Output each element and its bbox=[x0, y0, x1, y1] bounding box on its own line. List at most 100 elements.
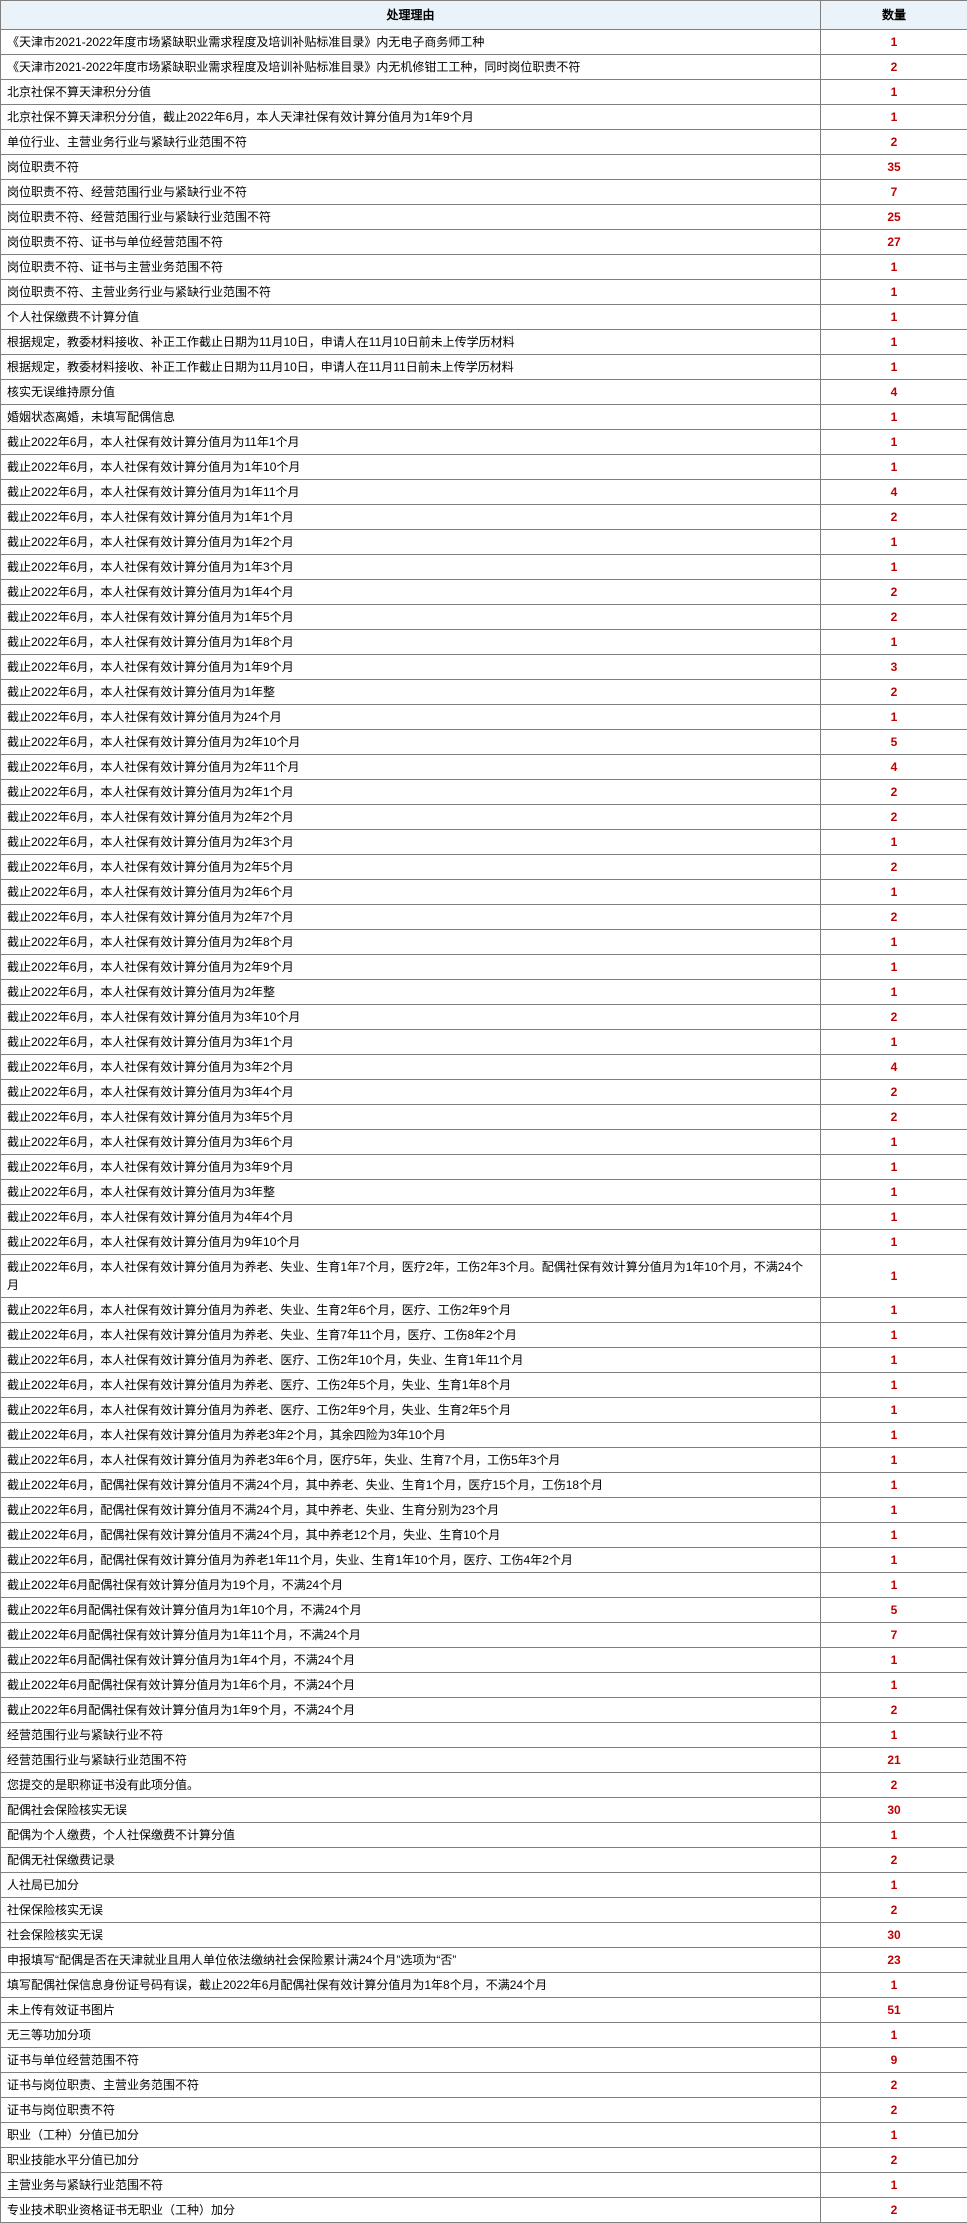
table-row: 职业（工种）分值已加分1 bbox=[1, 2123, 967, 2148]
table-row: 截止2022年6月，本人社保有效计算分值月为3年1个月1 bbox=[1, 1030, 967, 1055]
cell-count: 2 bbox=[821, 505, 967, 530]
cell-reason: 截止2022年6月，配偶社保有效计算分值月为养老1年11个月，失业、生育1年10… bbox=[1, 1548, 821, 1573]
cell-count: 2 bbox=[821, 1848, 967, 1873]
cell-count: 2 bbox=[821, 1005, 967, 1030]
processing-reason-table: 处理理由 数量 《天津市2021-2022年度市场紧缺职业需求程度及培训补贴标准… bbox=[0, 0, 967, 2223]
table-row: 截止2022年6月，本人社保有效计算分值月为1年1个月2 bbox=[1, 505, 967, 530]
cell-count: 2 bbox=[821, 2098, 967, 2123]
table-row: 截止2022年6月，本人社保有效计算分值月为2年3个月1 bbox=[1, 830, 967, 855]
cell-count: 2 bbox=[821, 680, 967, 705]
table-row: 个人社保缴费不计算分值1 bbox=[1, 305, 967, 330]
table-row: 截止2022年6月，本人社保有效计算分值月为3年10个月2 bbox=[1, 1005, 967, 1030]
cell-count: 1 bbox=[821, 280, 967, 305]
table-row: 截止2022年6月，本人社保有效计算分值月为3年6个月1 bbox=[1, 1130, 967, 1155]
table-row: 截止2022年6月，本人社保有效计算分值月为1年3个月1 bbox=[1, 555, 967, 580]
table-row: 截止2022年6月，本人社保有效计算分值月为2年整1 bbox=[1, 980, 967, 1005]
table-row: 截止2022年6月，本人社保有效计算分值月为2年8个月1 bbox=[1, 930, 967, 955]
cell-reason: 截止2022年6月，本人社保有效计算分值月为2年1个月 bbox=[1, 780, 821, 805]
table-row: 证书与岗位职责、主营业务范围不符2 bbox=[1, 2073, 967, 2098]
cell-count: 4 bbox=[821, 1055, 967, 1080]
table-row: 截止2022年6月，本人社保有效计算分值月为2年9个月1 bbox=[1, 955, 967, 980]
cell-count: 1 bbox=[821, 30, 967, 55]
table-row: 截止2022年6月，本人社保有效计算分值月为养老、失业、生育2年6个月，医疗、工… bbox=[1, 1298, 967, 1323]
cell-count: 1 bbox=[821, 980, 967, 1005]
cell-reason: 截止2022年6月，本人社保有效计算分值月为24个月 bbox=[1, 705, 821, 730]
cell-reason: 截止2022年6月配偶社保有效计算分值月为19个月，不满24个月 bbox=[1, 1573, 821, 1598]
table-row: 证书与单位经营范围不符9 bbox=[1, 2048, 967, 2073]
table-row: 截止2022年6月，配偶社保有效计算分值月不满24个月，其中养老12个月，失业、… bbox=[1, 1523, 967, 1548]
cell-count: 1 bbox=[821, 1130, 967, 1155]
cell-reason: 截止2022年6月，本人社保有效计算分值月为1年11个月 bbox=[1, 480, 821, 505]
cell-reason: 截止2022年6月，本人社保有效计算分值月为2年2个月 bbox=[1, 805, 821, 830]
cell-count: 2 bbox=[821, 905, 967, 930]
table-row: 截止2022年6月，本人社保有效计算分值月为养老、失业、生育7年11个月，医疗、… bbox=[1, 1323, 967, 1348]
cell-count: 2 bbox=[821, 580, 967, 605]
cell-reason: 截止2022年6月，本人社保有效计算分值月为养老、失业、生育7年11个月，医疗、… bbox=[1, 1323, 821, 1348]
table-row: 截止2022年6月，本人社保有效计算分值月为2年7个月2 bbox=[1, 905, 967, 930]
cell-reason: 《天津市2021-2022年度市场紧缺职业需求程度及培训补贴标准目录》内无机修钳… bbox=[1, 55, 821, 80]
table-row: 您提交的是职称证书没有此项分值。2 bbox=[1, 1773, 967, 1798]
cell-reason: 配偶为个人缴费，个人社保缴费不计算分值 bbox=[1, 1823, 821, 1848]
cell-count: 1 bbox=[821, 705, 967, 730]
table-row: 根据规定，教委材料接收、补正工作截止日期为11月10日，申请人在11月11日前未… bbox=[1, 355, 967, 380]
cell-count: 1 bbox=[821, 1823, 967, 1848]
table-row: 填写配偶社保信息身份证号码有误，截止2022年6月配偶社保有效计算分值月为1年8… bbox=[1, 1973, 967, 1998]
cell-count: 1 bbox=[821, 880, 967, 905]
cell-reason: 截止2022年6月，本人社保有效计算分值月为11年1个月 bbox=[1, 430, 821, 455]
cell-reason: 岗位职责不符、经营范围行业与紧缺行业不符 bbox=[1, 180, 821, 205]
cell-reason: 婚姻状态离婚，未填写配偶信息 bbox=[1, 405, 821, 430]
table-row: 截止2022年6月，本人社保有效计算分值月为1年10个月1 bbox=[1, 455, 967, 480]
cell-count: 2 bbox=[821, 130, 967, 155]
table-row: 截止2022年6月配偶社保有效计算分值月为19个月，不满24个月1 bbox=[1, 1573, 967, 1598]
cell-reason: 截止2022年6月，本人社保有效计算分值月为1年10个月 bbox=[1, 455, 821, 480]
cell-count: 7 bbox=[821, 1623, 967, 1648]
cell-count: 5 bbox=[821, 730, 967, 755]
cell-reason: 证书与岗位职责不符 bbox=[1, 2098, 821, 2123]
cell-reason: 截止2022年6月，本人社保有效计算分值月为2年7个月 bbox=[1, 905, 821, 930]
cell-count: 2 bbox=[821, 2148, 967, 2173]
cell-count: 2 bbox=[821, 1773, 967, 1798]
cell-count: 2 bbox=[821, 2073, 967, 2098]
cell-reason: 截止2022年6月，本人社保有效计算分值月为养老、医疗、工伤2年5个月，失业、生… bbox=[1, 1373, 821, 1398]
cell-reason: 截止2022年6月配偶社保有效计算分值月为1年4个月，不满24个月 bbox=[1, 1648, 821, 1673]
cell-reason: 人社局已加分 bbox=[1, 1873, 821, 1898]
cell-count: 2 bbox=[821, 1898, 967, 1923]
cell-count: 2 bbox=[821, 805, 967, 830]
table-row: 截止2022年6月，本人社保有效计算分值月为1年8个月1 bbox=[1, 630, 967, 655]
table-row: 截止2022年6月，本人社保有效计算分值月为养老3年2个月，其余四险为3年10个… bbox=[1, 1423, 967, 1448]
cell-reason: 截止2022年6月，本人社保有效计算分值月为3年4个月 bbox=[1, 1080, 821, 1105]
cell-reason: 截止2022年6月，本人社保有效计算分值月为2年6个月 bbox=[1, 880, 821, 905]
cell-reason: 截止2022年6月，本人社保有效计算分值月为1年1个月 bbox=[1, 505, 821, 530]
cell-count: 4 bbox=[821, 480, 967, 505]
table-row: 截止2022年6月，本人社保有效计算分值月为1年2个月1 bbox=[1, 530, 967, 555]
cell-reason: 截止2022年6月，本人社保有效计算分值月为3年10个月 bbox=[1, 1005, 821, 1030]
cell-reason: 截止2022年6月配偶社保有效计算分值月为1年9个月，不满24个月 bbox=[1, 1698, 821, 1723]
table-row: 无三等功加分项1 bbox=[1, 2023, 967, 2048]
table-row: 岗位职责不符、经营范围行业与紧缺行业范围不符25 bbox=[1, 205, 967, 230]
cell-count: 27 bbox=[821, 230, 967, 255]
table-row: 截止2022年6月，本人社保有效计算分值月为2年10个月5 bbox=[1, 730, 967, 755]
table-row: 岗位职责不符、证书与主营业务范围不符1 bbox=[1, 255, 967, 280]
cell-reason: 社会保险核实无误 bbox=[1, 1923, 821, 1948]
cell-count: 2 bbox=[821, 855, 967, 880]
cell-count: 21 bbox=[821, 1748, 967, 1773]
cell-reason: 职业（工种）分值已加分 bbox=[1, 2123, 821, 2148]
cell-reason: 截止2022年6月配偶社保有效计算分值月为1年10个月，不满24个月 bbox=[1, 1598, 821, 1623]
cell-count: 3 bbox=[821, 655, 967, 680]
cell-reason: 经营范围行业与紧缺行业不符 bbox=[1, 1723, 821, 1748]
cell-count: 1 bbox=[821, 1723, 967, 1748]
table-row: 证书与岗位职责不符2 bbox=[1, 2098, 967, 2123]
cell-count: 1 bbox=[821, 1298, 967, 1323]
cell-count: 1 bbox=[821, 255, 967, 280]
table-row: 《天津市2021-2022年度市场紧缺职业需求程度及培训补贴标准目录》内无电子商… bbox=[1, 30, 967, 55]
cell-reason: 配偶社会保险核实无误 bbox=[1, 1798, 821, 1823]
cell-reason: 未上传有效证书图片 bbox=[1, 1998, 821, 2023]
cell-reason: 截止2022年6月，本人社保有效计算分值月为2年8个月 bbox=[1, 930, 821, 955]
cell-count: 1 bbox=[821, 1205, 967, 1230]
cell-count: 51 bbox=[821, 1998, 967, 2023]
cell-reason: 截止2022年6月，本人社保有效计算分值月为3年2个月 bbox=[1, 1055, 821, 1080]
cell-reason: 社保保险核实无误 bbox=[1, 1898, 821, 1923]
cell-count: 35 bbox=[821, 155, 967, 180]
table-row: 未上传有效证书图片51 bbox=[1, 1998, 967, 2023]
table-row: 北京社保不算天津积分分值1 bbox=[1, 80, 967, 105]
